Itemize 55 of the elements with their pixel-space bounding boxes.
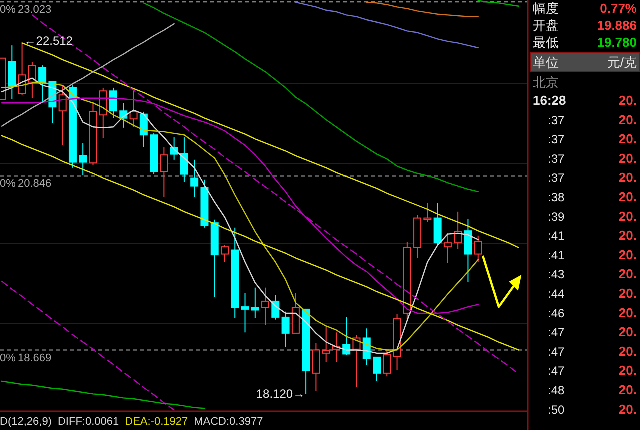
text: :38 xyxy=(548,190,566,204)
text: 幅度 xyxy=(533,1,559,16)
annotation: 18.120→ xyxy=(256,387,306,402)
text: 20. xyxy=(618,382,637,398)
text: 20. xyxy=(618,247,637,262)
text: 20. xyxy=(618,344,637,359)
text: :47 xyxy=(548,344,566,359)
text: 16:28 xyxy=(533,93,566,108)
text: :37 xyxy=(548,152,566,166)
text: 20. xyxy=(618,305,637,320)
annotation: 0% xyxy=(0,178,16,190)
text: MACD:0.3977 xyxy=(194,416,264,428)
text: 20. xyxy=(618,190,637,204)
text: :47 xyxy=(548,364,566,378)
text: :39 xyxy=(548,210,566,224)
text: 19.886 xyxy=(597,18,637,33)
text: 元/克 xyxy=(607,55,637,70)
text: :50 xyxy=(548,402,566,417)
text: 20. xyxy=(618,208,637,224)
text: 20. xyxy=(618,132,637,147)
text: 20. xyxy=(618,324,637,340)
text: :41 xyxy=(548,248,566,262)
annotation: 0% xyxy=(0,352,16,364)
text: DIFF:0.0061 xyxy=(58,416,120,428)
text: 单位 xyxy=(533,55,559,70)
text: :43 xyxy=(548,268,566,282)
text: :44 xyxy=(548,287,566,301)
text: D(12,26,9) xyxy=(0,416,52,428)
text: :41 xyxy=(548,229,566,244)
text: 最低 xyxy=(533,35,559,50)
text: 20. xyxy=(618,286,637,301)
ytick: 18.669 xyxy=(18,352,52,364)
annotation: 0% xyxy=(0,4,16,16)
text: :37 xyxy=(548,132,566,147)
text: :48 xyxy=(548,384,566,398)
text: :37 xyxy=(548,113,566,128)
text: 20. xyxy=(618,170,637,186)
text: 20. xyxy=(618,150,637,166)
ytick: 20.846 xyxy=(18,178,52,190)
text: 20. xyxy=(618,112,637,128)
annotation: ←22.512 xyxy=(24,34,74,48)
text: 0.77% xyxy=(600,1,638,16)
text: DEA:-0.1927 xyxy=(125,416,188,428)
text: 20. xyxy=(618,228,637,244)
text: :47 xyxy=(548,326,566,340)
text: 北京 xyxy=(533,75,559,90)
ytick: 23.023 xyxy=(18,4,52,16)
text: 开盘 xyxy=(533,18,559,33)
text: 19.780 xyxy=(597,35,637,50)
text: 20. xyxy=(618,402,637,417)
text: :46 xyxy=(548,306,566,320)
text: 20. xyxy=(618,93,637,108)
text: :37 xyxy=(548,171,566,186)
text: 20. xyxy=(618,363,637,378)
text: 20. xyxy=(618,266,637,282)
